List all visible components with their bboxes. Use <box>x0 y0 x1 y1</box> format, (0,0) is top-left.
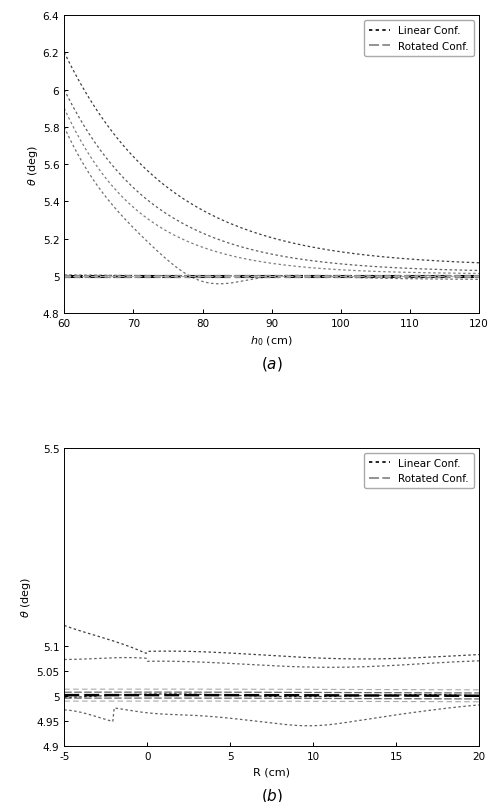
X-axis label: R (cm): R (cm) <box>253 766 290 776</box>
Y-axis label: $\theta$ (deg): $\theta$ (deg) <box>26 144 40 185</box>
X-axis label: $h_0$ (cm): $h_0$ (cm) <box>250 334 293 348</box>
Legend: Linear Conf., Rotated Conf.: Linear Conf., Rotated Conf. <box>364 21 474 57</box>
Legend: Linear Conf., Rotated Conf.: Linear Conf., Rotated Conf. <box>364 453 474 488</box>
Text: $(a)$: $(a)$ <box>261 354 283 372</box>
Text: $(b)$: $(b)$ <box>261 786 283 802</box>
Y-axis label: $\theta$ (deg): $\theta$ (deg) <box>19 577 33 618</box>
